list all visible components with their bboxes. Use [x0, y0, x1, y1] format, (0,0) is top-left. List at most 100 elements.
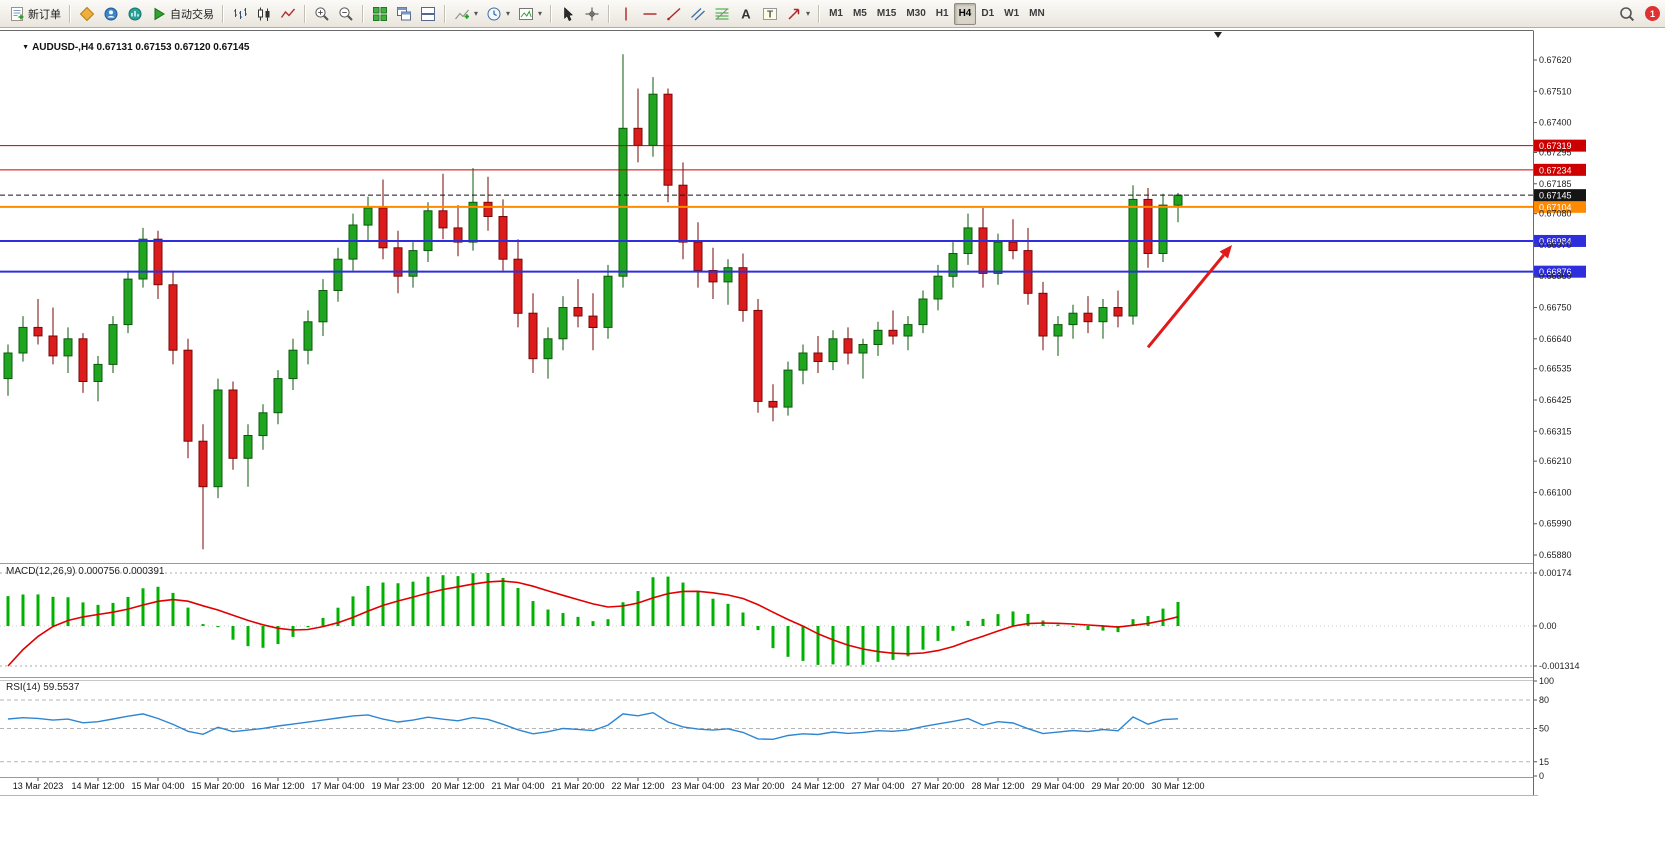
tile-windows-button[interactable] [368, 3, 392, 25]
new-order-button[interactable]: 新订单 [5, 3, 65, 25]
play-icon [151, 6, 167, 22]
panel-dividers[interactable] [0, 563, 1533, 778]
timeframe-h4-button[interactable]: H4 [953, 2, 977, 25]
svg-text:0.66210: 0.66210 [1539, 456, 1572, 466]
price-axis[interactable]: 0.67620 0.67510 0.67400 0.67295 0.67185 0.670… [1533, 55, 1572, 560]
linechart-icon [280, 6, 296, 22]
panel-borders [0, 30, 1538, 796]
time-axis[interactable]: 13 Mar 2023 14 Mar 12:00 15 Mar 04:00 15 Ma… [13, 777, 1205, 791]
rsi-label: RSI(14) 59.5537 [6, 682, 80, 693]
chart-title: ▼ AUDUSD-,H4 0.67131 0.67153 0.67120 0.67… [11, 31, 249, 64]
arrange-windows-button[interactable] [416, 3, 440, 25]
timeframe-d1-button[interactable]: D1 [981, 8, 995, 19]
chart-canvas[interactable]: 0.67319 0.67234 0.67104 0.66984 0.66876 0.671… [0, 28, 1665, 847]
svg-text:0.66425: 0.66425 [1539, 395, 1572, 405]
svg-text:23 Mar 04:00: 23 Mar 04:00 [671, 781, 724, 791]
cascade-windows-button[interactable] [392, 3, 416, 25]
bars-icon [232, 6, 248, 22]
horizontal-lines[interactable]: 0.67319 0.67234 0.67104 0.66984 0.66876 0.671… [0, 139, 1586, 278]
svg-text:20 Mar 12:00: 20 Mar 12:00 [431, 781, 484, 791]
svg-text:A: A [741, 6, 751, 21]
svg-text:-0.001314: -0.001314 [1539, 661, 1580, 671]
svg-text:13 Mar 2023: 13 Mar 2023 [13, 781, 64, 791]
vertical-line-button[interactable] [614, 3, 638, 25]
toolbar-separator [69, 4, 71, 23]
line-chart-button[interactable] [276, 3, 300, 25]
candles-icon [256, 6, 272, 22]
price-tag-0.67319: 0.67319 [1534, 139, 1586, 152]
svg-text:0.67234: 0.67234 [1539, 165, 1572, 175]
timeframe-m5-button[interactable]: M5 [852, 8, 867, 19]
svg-text:0.67145: 0.67145 [1539, 191, 1572, 201]
crosshair-icon [584, 6, 600, 22]
svg-text:0.67080: 0.67080 [1539, 209, 1572, 219]
zoom-in-icon [314, 6, 330, 22]
trendline-button[interactable] [662, 3, 686, 25]
toolbar-separator [222, 4, 224, 23]
macd-histogram [6, 573, 1180, 666]
toolbar-separator [818, 4, 821, 23]
svg-text:21 Mar 04:00: 21 Mar 04:00 [491, 781, 544, 791]
svg-text:0.66750: 0.66750 [1539, 303, 1572, 313]
label-button[interactable]: T [758, 3, 782, 25]
macd-scale-lines [0, 572, 1533, 667]
macd-panel[interactable] [0, 563, 1533, 677]
channel-button[interactable] [686, 3, 710, 25]
timeframe-w1-button[interactable]: W1 [1004, 8, 1020, 19]
timeframe-h1-button[interactable]: H1 [935, 8, 949, 19]
template-icon [518, 6, 534, 22]
indicators-button[interactable]: ▾ [450, 3, 482, 25]
crosshair-button[interactable] [580, 3, 604, 25]
horizontal-line-button[interactable] [638, 3, 662, 25]
dropdown-caret-icon: ▾ [474, 9, 479, 18]
symbol-expander-icon[interactable]: ▼ [22, 44, 30, 51]
market-button[interactable] [75, 3, 99, 25]
cursor-button[interactable] [556, 3, 580, 25]
arrows-button[interactable]: ▾ [782, 3, 814, 25]
price-chart-panel[interactable] [0, 30, 1533, 563]
svg-text:0.67510: 0.67510 [1539, 86, 1572, 96]
timeframe-m30-button[interactable]: M30 [906, 8, 926, 19]
svg-text:0.66860: 0.66860 [1539, 271, 1572, 281]
svg-text:21 Mar 20:00: 21 Mar 20:00 [551, 781, 604, 791]
zoom-in-button[interactable] [310, 3, 334, 25]
templates-button[interactable]: ▾ [514, 3, 546, 25]
svg-text:0.66970: 0.66970 [1539, 240, 1572, 250]
signals-button[interactable] [123, 3, 147, 25]
search-button[interactable] [1615, 3, 1639, 25]
timeframe-m1-button[interactable]: M1 [829, 8, 843, 19]
svg-text:80: 80 [1539, 695, 1549, 705]
fibo-icon [714, 6, 730, 22]
timeframe-m15-button[interactable]: M15 [876, 8, 897, 19]
zoom-out-button[interactable] [334, 3, 358, 25]
autotrade-button-label: 自动交易 [170, 8, 214, 21]
svg-text:24 Mar 12:00: 24 Mar 12:00 [791, 781, 844, 791]
svg-text:29 Mar 20:00: 29 Mar 20:00 [1091, 781, 1144, 791]
bar-chart-button[interactable] [228, 3, 252, 25]
chart-shift-marker[interactable] [1214, 32, 1222, 38]
chart-area: 0.67319 0.67234 0.67104 0.66984 0.66876 0.671… [0, 28, 1665, 847]
periods-button[interactable]: ▾ [482, 3, 514, 25]
macd-signal-line [7, 580, 1179, 667]
svg-text:0.66984: 0.66984 [1539, 236, 1572, 246]
notification-badge[interactable]: 1 [1645, 6, 1660, 21]
svg-text:19 Mar 23:00: 19 Mar 23:00 [371, 781, 424, 791]
candlestick-chart-button[interactable] [252, 3, 276, 25]
price-tag-0.67234: 0.67234 [1534, 163, 1586, 176]
community-button[interactable] [99, 3, 123, 25]
indicator-icon [454, 6, 470, 22]
trend-arrow[interactable] [1146, 244, 1232, 349]
svg-text:16 Mar 12:00: 16 Mar 12:00 [251, 781, 304, 791]
cursor-icon [560, 6, 576, 22]
candlesticks [3, 54, 1183, 550]
cascade-icon [396, 6, 412, 22]
svg-text:14 Mar 12:00: 14 Mar 12:00 [71, 781, 124, 791]
new-order-icon [9, 6, 25, 22]
timeframe-mn-button[interactable]: MN [1029, 8, 1045, 19]
autotrade-button[interactable]: 自动交易 [147, 3, 218, 25]
svg-text:22 Mar 12:00: 22 Mar 12:00 [611, 781, 664, 791]
fibonacci-button[interactable] [710, 3, 734, 25]
price-tag-0.66876: 0.66876 [1534, 265, 1586, 278]
text-button[interactable]: A [734, 3, 758, 25]
